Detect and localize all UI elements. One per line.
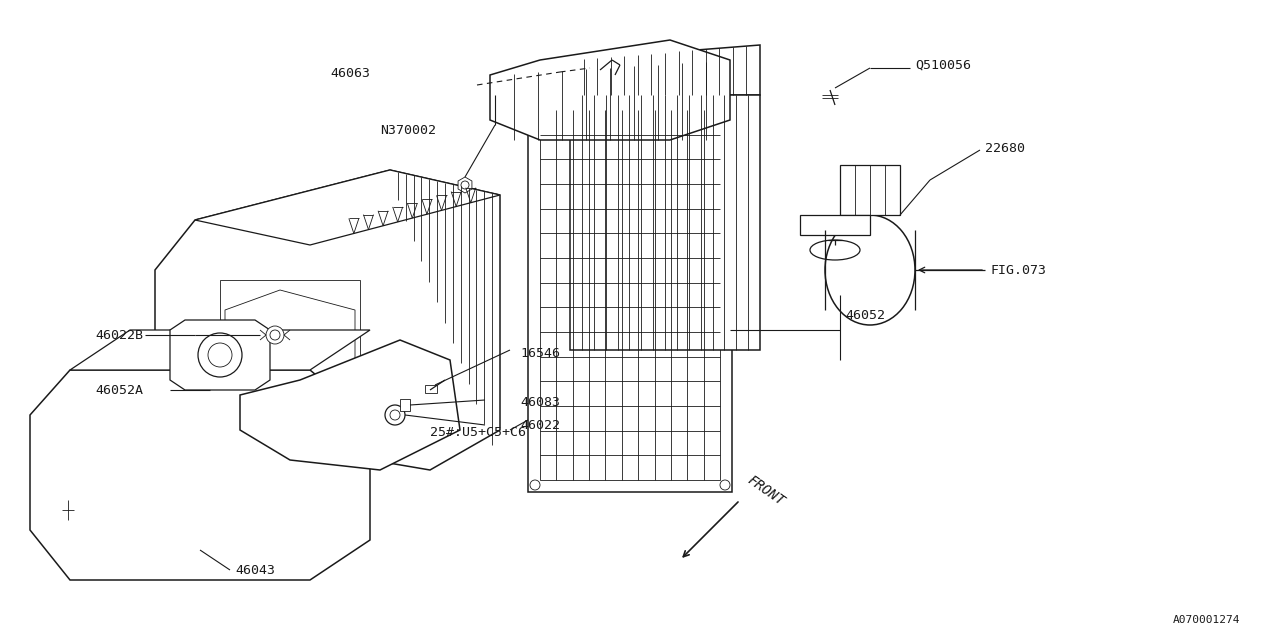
Polygon shape	[29, 370, 370, 580]
Text: 46083: 46083	[520, 396, 561, 408]
Text: 46022: 46022	[520, 419, 561, 431]
Text: 16546: 16546	[520, 346, 561, 360]
Text: FIG.073: FIG.073	[989, 264, 1046, 276]
Bar	[401, 399, 410, 411]
Text: FRONT: FRONT	[745, 472, 787, 508]
Polygon shape	[70, 330, 370, 370]
Polygon shape	[840, 165, 900, 215]
Polygon shape	[458, 177, 472, 193]
Polygon shape	[800, 215, 870, 235]
Text: 46063: 46063	[330, 67, 370, 79]
Circle shape	[266, 326, 284, 344]
Text: 46052: 46052	[845, 308, 884, 321]
Text: 46043: 46043	[236, 563, 275, 577]
Polygon shape	[570, 95, 760, 350]
Text: Q510056: Q510056	[915, 58, 972, 72]
Polygon shape	[570, 45, 760, 95]
Circle shape	[385, 405, 404, 425]
Text: FRONT: FRONT	[745, 472, 787, 508]
Text: A070001274: A070001274	[1172, 615, 1240, 625]
Polygon shape	[170, 320, 270, 390]
Polygon shape	[550, 60, 730, 100]
Text: 25#:U5+C5+C6: 25#:U5+C5+C6	[430, 426, 526, 438]
Text: 46052A: 46052A	[95, 383, 143, 397]
Polygon shape	[241, 340, 460, 470]
Polygon shape	[490, 40, 730, 140]
Polygon shape	[155, 170, 500, 470]
Text: N370002: N370002	[380, 124, 436, 136]
Bar	[425, 385, 436, 393]
Text: 46022B: 46022B	[95, 328, 143, 342]
Text: 22680: 22680	[986, 141, 1025, 154]
Polygon shape	[529, 98, 732, 492]
Polygon shape	[195, 170, 500, 245]
Ellipse shape	[826, 215, 915, 325]
